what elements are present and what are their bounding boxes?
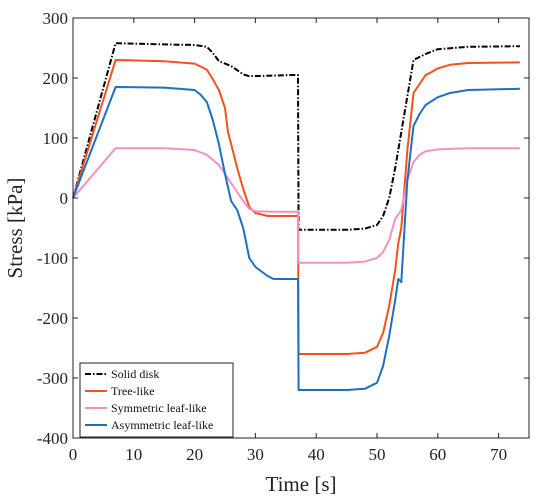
x-tick-label: 10	[125, 445, 142, 464]
legend-label: Tree-like	[111, 384, 155, 398]
x-axis-title: Time [s]	[266, 472, 337, 496]
tick-layer: 0 10 20 30 40 50 60 70 -400 -300 -200 -100 0 100 200 30…	[37, 9, 529, 464]
plot-frame	[72, 17, 530, 439]
series-line-4	[72, 86, 520, 391]
y-tick-label: 200	[43, 69, 69, 88]
legend-label: Solid disk	[111, 367, 159, 381]
series-layer	[72, 42, 520, 391]
legend: Solid disk Tree-like Symmetric leaf-like As…	[79, 362, 234, 438]
legend-label: Symmetric leaf-like	[111, 401, 207, 415]
y-tick-label: -400	[37, 429, 68, 448]
x-tick-label: 0	[69, 445, 78, 464]
y-tick-label: -200	[37, 309, 68, 328]
series-line-3	[72, 147, 520, 264]
y-tick-label: -100	[37, 249, 68, 268]
y-tick-label: 0	[60, 189, 69, 208]
y-tick-label: 300	[43, 9, 69, 28]
x-tick-label: 20	[186, 445, 203, 464]
y-tick-label: 100	[43, 129, 69, 148]
y-tick-label: -300	[37, 369, 68, 388]
legend-label: Asymmetric leaf-like	[111, 418, 213, 432]
y-axis-title: Stress [kPa]	[3, 178, 27, 279]
x-tick-label: 50	[369, 445, 386, 464]
x-tick-label: 40	[308, 445, 325, 464]
x-tick-label: 70	[490, 445, 507, 464]
series-line-2	[72, 59, 520, 355]
x-tick-label: 60	[429, 445, 446, 464]
x-tick-label: 30	[247, 445, 264, 464]
